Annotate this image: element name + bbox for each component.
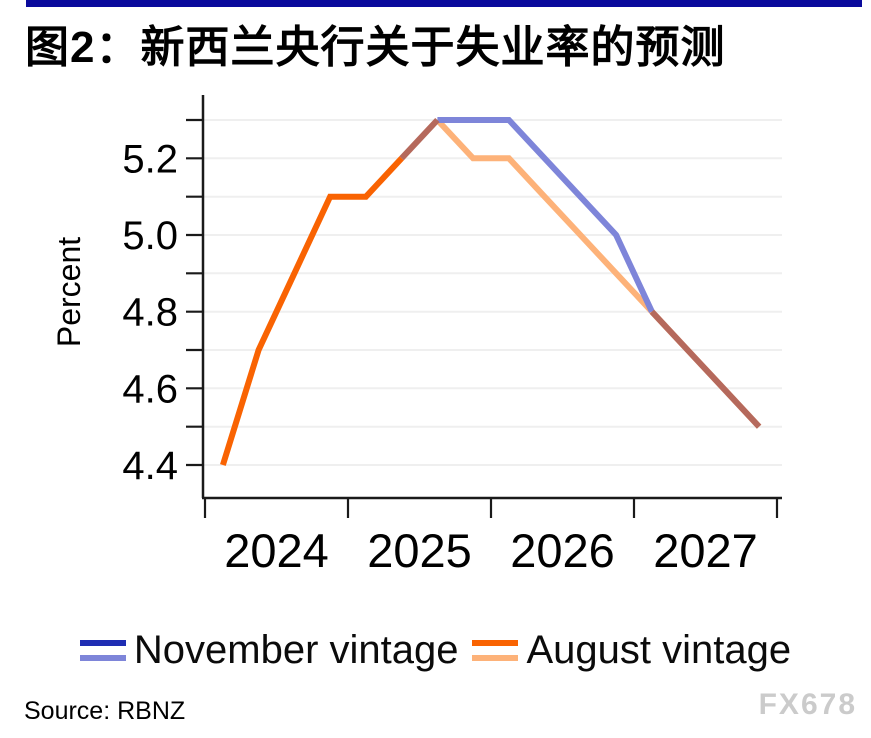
y-tick-label: 4.6: [122, 367, 178, 411]
y-tick-label: 4.4: [122, 444, 178, 488]
x-tick-label: 2025: [367, 524, 472, 577]
legend-swatch-november: [79, 640, 126, 661]
legend-swatch-august: [472, 640, 519, 661]
legend-label-august: August vintage: [526, 628, 792, 672]
figure-title: 图2：新西兰央行关于失业率的预测: [25, 23, 726, 72]
unemployment-forecast-chart: 5.2 5.0 4.8 4.6 4.4 2024 2025 2026 2027 Percent: [51, 95, 782, 577]
legend-swatch-november-history: [79, 640, 126, 646]
legend-swatch-august-forecast: [472, 655, 519, 661]
x-tick-label: 2024: [224, 524, 329, 577]
legend: November vintage August vintage: [0, 628, 871, 673]
top-accent-bar: [26, 0, 862, 7]
august-history-line: [220, 156, 404, 466]
november-forecast-line: [437, 117, 655, 313]
legend-swatch-august-history: [472, 640, 519, 646]
overlap-rise-line: [399, 117, 440, 161]
overlap-tail-line: [649, 309, 762, 429]
y-tick-label: 5.0: [122, 214, 178, 258]
legend-label-november: November vintage: [133, 628, 459, 672]
source-note: Source: RBNZ: [24, 697, 186, 725]
y-tick-label: 5.2: [122, 137, 178, 181]
legend-swatch-november-forecast: [79, 655, 126, 661]
watermark: FX678: [758, 688, 857, 721]
y-axis-title: Percent: [51, 237, 87, 347]
legend-item-august: August vintage: [472, 628, 791, 673]
x-tick-label: 2027: [653, 524, 758, 577]
x-tick-label: 2026: [510, 524, 615, 577]
y-tick-label: 4.8: [122, 291, 178, 335]
legend-item-november: November vintage: [79, 628, 459, 673]
